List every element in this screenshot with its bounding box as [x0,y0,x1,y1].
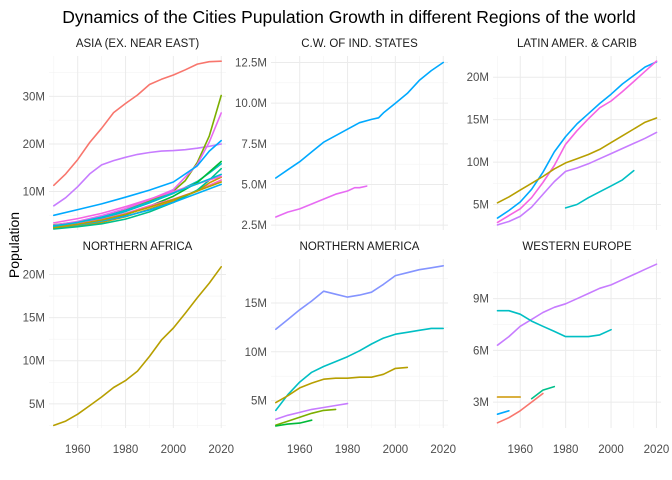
series-line-5 [496,409,510,416]
series-line-5 [564,169,635,209]
series-line-5 [52,139,222,217]
y-tick-label: 30M [23,91,45,103]
series-line-2 [274,185,368,218]
series-line-5 [274,408,337,426]
series-line-3 [496,117,658,204]
x-tick-label: 2000 [383,444,409,456]
y-tick-label: 20M [23,139,45,151]
panel-northern-africa: 5M 10M 15M 20M NORTHERN AFRICA 1960 1980 2000 20… [23,241,234,456]
x-tick-label: 1960 [507,444,533,456]
y-tick-label: 10M [23,356,45,368]
y-tick-label: 5.0M [241,179,267,191]
y-tick-label: 10M [467,157,489,169]
y-tick-label: 9M [473,294,489,306]
y-tick-label: 15M [245,298,267,310]
series-line-13 [52,181,222,229]
series-line-6 [52,163,222,227]
x-tick-label: 2020 [208,444,234,456]
y-tick-label: 5M [473,200,489,212]
panel-latin-amer-carib: 5M 10M 15M 20M LATIN AMER. & CARIB [467,38,661,230]
panel-western-europe: 3M 6M 9M WESTERN EUROPE 1960 1980 2000 2020 [473,241,669,456]
panel-asia-ex-near-east: 10M 20M 30M ASIA (EX. NEAR EAST) [23,38,226,230]
panel-c-w-of-ind-states: 2.5M 5.0M 7.5M 10.0M 12.5M C.W. OF IND. STATE… [235,38,448,232]
series-line-1 [52,60,222,187]
facet-title: ASIA (EX. NEAR EAST) [76,38,200,50]
y-tick-label: 5M [251,396,267,408]
x-tick-label: 2000 [161,444,187,456]
series-line-2 [274,327,445,412]
x-tick-label: 2020 [644,444,670,456]
series-line-1 [52,265,222,427]
facet-title: LATIN AMER. & CARIB [517,38,637,50]
x-tick-label: 1980 [553,444,579,456]
series-line-4 [496,392,544,424]
y-axis-label: Population [6,212,22,278]
x-tick-label: 1980 [335,444,361,456]
x-tick-label: 1960 [65,444,91,456]
series-line-2 [496,309,612,338]
y-tick-label: 2.5M [241,220,267,232]
series-line-1 [274,264,445,331]
series-line-2 [52,143,222,207]
y-tick-label: 15M [467,115,489,127]
facet-title: NORTHERN AFRICA [83,241,193,253]
series-line-1 [496,263,658,347]
y-tick-label: 20M [467,72,489,84]
facet-panels: 10M 20M 30M ASIA (EX. NEAR EAST) 2.5M 5.0M 7.5… [23,38,670,456]
series-line-4 [52,112,222,226]
x-tick-label: 1980 [113,444,139,456]
series-line-1 [274,61,445,179]
facet-title: WESTERN EUROPE [522,241,632,253]
facet-title: C.W. OF IND. STATES [301,38,418,50]
series-line-4 [496,131,658,226]
facet-title: NORTHERN AMERICA [300,241,420,253]
x-tick-label: 2020 [430,444,456,456]
series-line-10 [52,167,222,230]
y-tick-label: 12.5M [235,58,267,70]
series-line-1 [496,61,658,219]
y-tick-label: 3M [473,397,489,409]
y-tick-label: 5M [29,399,45,411]
chart-title: Dynamics of the Cities Pupulation Growth… [62,7,636,27]
series-line-4 [274,402,349,421]
y-tick-label: 6M [473,345,489,357]
series-line-6 [530,385,556,400]
series-line-6 [274,419,313,427]
x-tick-label: 1960 [287,444,313,456]
y-tick-label: 10.0M [235,98,267,110]
y-tick-label: 7.5M [241,139,267,151]
panel-northern-america: 5M 10M 15M NORTHERN AMERICA 1960 1980 2000 2020 [245,241,456,456]
x-tick-label: 2000 [598,444,624,456]
y-tick-label: 20M [23,270,45,282]
series-line-3 [274,366,409,404]
series-line-2 [496,60,658,224]
y-tick-label: 10M [245,347,267,359]
y-tick-label: 10M [23,186,45,198]
series-line-14 [52,173,222,227]
y-tick-label: 15M [23,313,45,325]
